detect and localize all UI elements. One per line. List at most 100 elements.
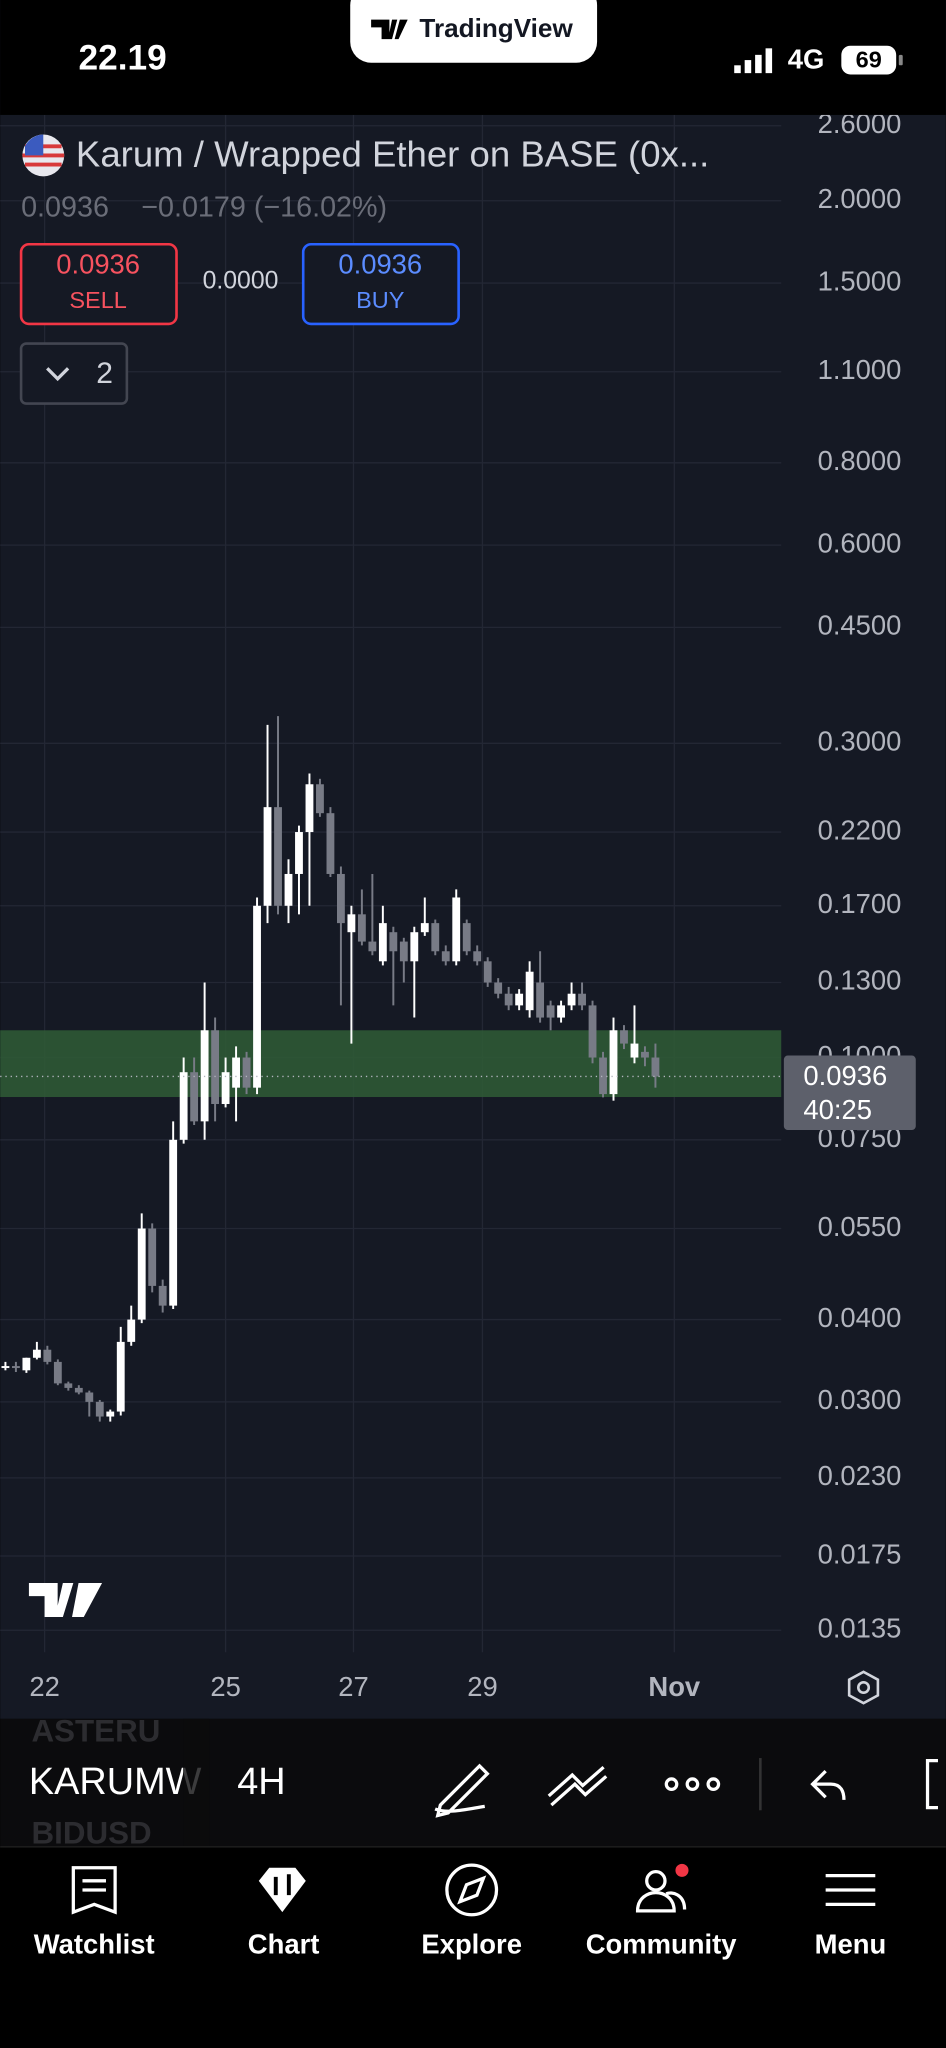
candle-body [242,1057,251,1088]
prev-symbol: ASTERU [32,1714,161,1749]
candle-body [483,961,492,983]
explore-needle [457,1875,487,1905]
settings-icon[interactable] [847,1670,880,1705]
candle-body [11,1366,20,1369]
candle-body [431,923,440,952]
price-label: 0.0936 [803,1060,887,1091]
candle-body [588,1005,597,1058]
more-icon[interactable] [664,1777,721,1792]
sell-price: 0.0936 [56,249,140,280]
candle-body [546,1005,555,1018]
draw-icon[interactable] [434,1763,490,1818]
flag [22,134,65,177]
candle-body [253,905,261,1088]
candle-body [137,1228,146,1320]
candle-body [357,914,366,942]
y-tick-label: 1.5000 [818,265,902,296]
candle-body [452,897,461,962]
change: −0.0179 (−16.02%) [141,192,387,224]
symbol-title[interactable]: Karum / Wrapped Ether on BASE (0x... [76,133,709,174]
candle-body [284,873,293,906]
y-tick-label: 0.0550 [818,1211,902,1242]
candle-body [232,1057,240,1088]
candle-body [378,923,387,962]
explore-icon[interactable] [445,1863,499,1917]
y-tick-label: 2.0000 [818,183,902,214]
toolbar-symbol[interactable]: KARUMW [29,1761,202,1803]
candle-body [494,982,503,994]
tv-watermark [28,1583,103,1617]
candle-body [263,807,272,906]
candle-body [221,1072,230,1105]
candle-body [599,1057,607,1095]
candle-body [169,1139,178,1306]
menu-icon[interactable] [825,1873,876,1906]
candle-body [85,1392,94,1402]
candle-body [1,1366,10,1369]
candle-body [127,1319,136,1342]
candle-body [32,1349,41,1358]
candle-body [462,923,471,952]
network: 4G [788,44,825,75]
chart-icon[interactable] [258,1867,306,1913]
countdown: 40:25 [803,1094,872,1125]
candle-body [410,932,419,962]
candle-body [515,993,524,1006]
candle-body [420,923,429,933]
watchlist-icon[interactable] [71,1866,117,1915]
battery-icon [841,45,897,75]
nav-label: Watchlist [34,1928,155,1959]
candle-body [441,951,450,962]
y-tick-label: 0.3000 [818,726,902,757]
settings-dot [856,1680,871,1695]
candle-body [651,1057,660,1077]
candle-body [557,1005,565,1018]
candle-body [347,914,356,933]
y-tick-label: 0.2200 [818,814,902,845]
nav-label: Community [586,1928,737,1959]
battery-level: 69 [856,47,882,73]
interval[interactable]: 4H [237,1761,285,1803]
candle-body [53,1361,62,1384]
brand-name: TradingView [419,13,573,43]
battery-tip [898,54,903,66]
candle-body [336,873,345,924]
y-tick-label: 0.0230 [818,1460,902,1491]
chart: 22 25 27 29 Nov2.60002.00001.50001.10000.800… [0,108,916,1702]
indicators-toggle[interactable] [19,342,129,405]
y-tick-label: 0.0175 [818,1538,902,1569]
candle-body [274,807,282,906]
candle-body [399,941,408,962]
candle-body [316,784,324,814]
sell-button[interactable] [19,242,178,326]
candle-body [95,1401,104,1417]
candle-body [22,1357,31,1371]
community-icon[interactable] [635,1890,687,1913]
lines-icon[interactable] [547,1765,608,1807]
notification-dot [675,1863,689,1877]
y-tick-label: 0.4500 [818,610,902,641]
buy-button[interactable] [301,242,460,326]
x-tick-label: Nov [648,1671,701,1702]
signal-icon [734,48,773,74]
clock: 22.19 [79,38,167,77]
y-tick-label: 0.0300 [818,1384,902,1415]
chart-icon-candles [273,1874,291,1896]
toolbar [0,1718,946,1847]
candle-body [64,1383,73,1388]
sell-label: SELL [69,287,127,313]
nav-label: Explore [421,1928,522,1959]
candle-body [211,1030,220,1105]
candle-body [504,993,513,1006]
fade [183,1718,210,1847]
candle-body [179,1072,188,1140]
y-tick-label: 0.1700 [818,888,902,919]
candle-body [326,813,335,874]
quote: 0.0936 [21,192,109,224]
undo-icon[interactable] [810,1769,846,1800]
candle-body [473,951,482,962]
x-tick-label: 29 [467,1671,497,1702]
nav-label: Chart [248,1928,320,1959]
x-tick-label: 25 [210,1671,240,1702]
more-tools-icon[interactable] [925,1759,938,1810]
